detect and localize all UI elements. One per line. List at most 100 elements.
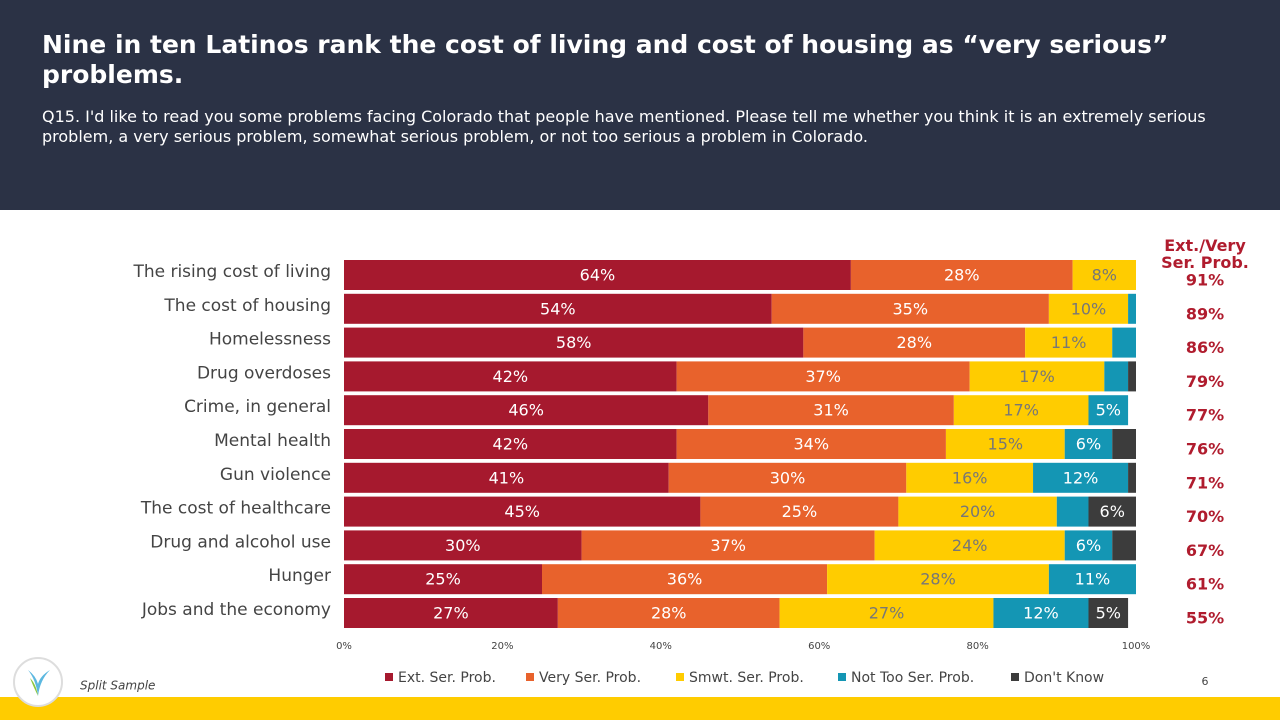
bar-segment	[344, 361, 677, 392]
logo-mark	[28, 670, 50, 696]
value-label: 6%	[1100, 502, 1125, 521]
legend-swatch	[385, 673, 393, 681]
net-value: 77%	[1186, 406, 1224, 425]
bar-segment	[676, 361, 970, 392]
value-label: 46%	[508, 401, 544, 420]
bar-segment	[1033, 462, 1129, 493]
value-label: 54%	[540, 299, 576, 318]
bar-segment	[1056, 496, 1089, 527]
bar-segment	[953, 395, 1089, 426]
bar-segment	[803, 327, 1026, 358]
value-label: 28%	[896, 333, 932, 352]
net-value: 79%	[1186, 372, 1224, 391]
bar-segment	[344, 530, 582, 561]
category-label: Mental health	[214, 431, 331, 451]
bar-segment	[708, 395, 954, 426]
category-label: Crime, in general	[184, 397, 331, 417]
bar-segment	[344, 293, 772, 324]
value-label: 11%	[1075, 570, 1111, 589]
value-label: 28%	[920, 570, 956, 589]
bar-segment	[1025, 327, 1113, 358]
x-tick-label: 0%	[336, 641, 352, 652]
value-label: 10%	[1071, 299, 1107, 318]
bar-segment	[344, 496, 701, 527]
bar-segment	[993, 598, 1089, 628]
value-label: 12%	[1023, 604, 1059, 623]
value-label: 30%	[445, 536, 481, 555]
value-label: 35%	[892, 299, 928, 318]
value-label: 34%	[793, 435, 829, 454]
category-label: Drug overdoses	[197, 363, 331, 383]
value-label: 36%	[667, 570, 703, 589]
category-label: The cost of healthcare	[140, 499, 331, 519]
bar-segment	[850, 260, 1073, 290]
value-label: 58%	[556, 333, 592, 352]
bar-segment	[1104, 361, 1129, 392]
value-label: 25%	[425, 570, 461, 589]
category-label: Drug and alcohol use	[150, 532, 331, 552]
net-value: 70%	[1186, 507, 1224, 526]
bar-segment	[1064, 429, 1113, 459]
value-label: 15%	[988, 435, 1024, 454]
logo	[13, 657, 63, 707]
x-tick-label: 40%	[650, 641, 672, 652]
net-value: 71%	[1186, 473, 1224, 492]
bar-segment	[557, 598, 780, 628]
x-tick-label: 100%	[1122, 641, 1151, 652]
value-label: 37%	[805, 367, 841, 386]
value-label: 42%	[493, 435, 529, 454]
net-value: 86%	[1186, 338, 1224, 357]
bar-segment	[1112, 327, 1136, 358]
legend-label: Not Too Ser. Prob.	[851, 670, 974, 686]
bar-segment	[700, 496, 899, 527]
subtitle: Q15. I'd like to read you some problems …	[42, 107, 1206, 146]
bar-segment	[1048, 564, 1136, 595]
legend-label: Ext. Ser. Prob.	[398, 670, 496, 686]
bar-segment	[1128, 293, 1136, 324]
value-label: 25%	[782, 502, 818, 521]
value-label: 6%	[1076, 536, 1101, 555]
bar-segment	[906, 462, 1034, 493]
value-label: 6%	[1076, 435, 1101, 454]
value-label: 27%	[869, 604, 905, 623]
bar-segment	[1088, 598, 1129, 628]
value-label: 28%	[944, 266, 980, 285]
bar-segment	[344, 395, 709, 426]
category-label: The rising cost of living	[132, 262, 331, 282]
value-label: 64%	[580, 266, 616, 285]
bar-segment	[1048, 293, 1129, 324]
category-label: Hunger	[268, 566, 331, 586]
title: Nine in ten Latinos rank the cost of liv…	[42, 30, 1169, 89]
net-value: 67%	[1186, 541, 1224, 560]
value-label: 20%	[960, 502, 996, 521]
bar-segment	[542, 564, 828, 595]
net-value: 76%	[1186, 440, 1224, 459]
bar-segment	[1088, 395, 1129, 426]
value-label: 37%	[710, 536, 746, 555]
value-label: 42%	[493, 367, 529, 386]
header: Nine in ten Latinos rank the cost of liv…	[0, 0, 1280, 210]
page-number: 6	[1202, 675, 1209, 688]
bar-segment	[1064, 530, 1113, 561]
net-value: 61%	[1186, 575, 1224, 594]
bar-segment	[1112, 530, 1136, 561]
value-label: 17%	[1019, 367, 1055, 386]
bar-segment	[344, 462, 669, 493]
bar-segment	[1112, 429, 1136, 459]
legend-swatch	[526, 673, 534, 681]
value-label: 11%	[1051, 333, 1087, 352]
value-label: 8%	[1092, 266, 1117, 285]
value-label: 16%	[952, 468, 988, 487]
bar-segment	[1088, 496, 1136, 527]
legend-label: Very Ser. Prob.	[539, 670, 641, 686]
legend-label: Smwt. Ser. Prob.	[689, 670, 804, 686]
bar-segment	[676, 429, 946, 459]
footer-note: Split Sample	[80, 679, 155, 693]
value-label: 30%	[770, 468, 806, 487]
value-label: 28%	[651, 604, 687, 623]
bar-segment	[1128, 361, 1136, 392]
bar-segment	[1128, 462, 1136, 493]
x-tick-label: 60%	[808, 641, 830, 652]
